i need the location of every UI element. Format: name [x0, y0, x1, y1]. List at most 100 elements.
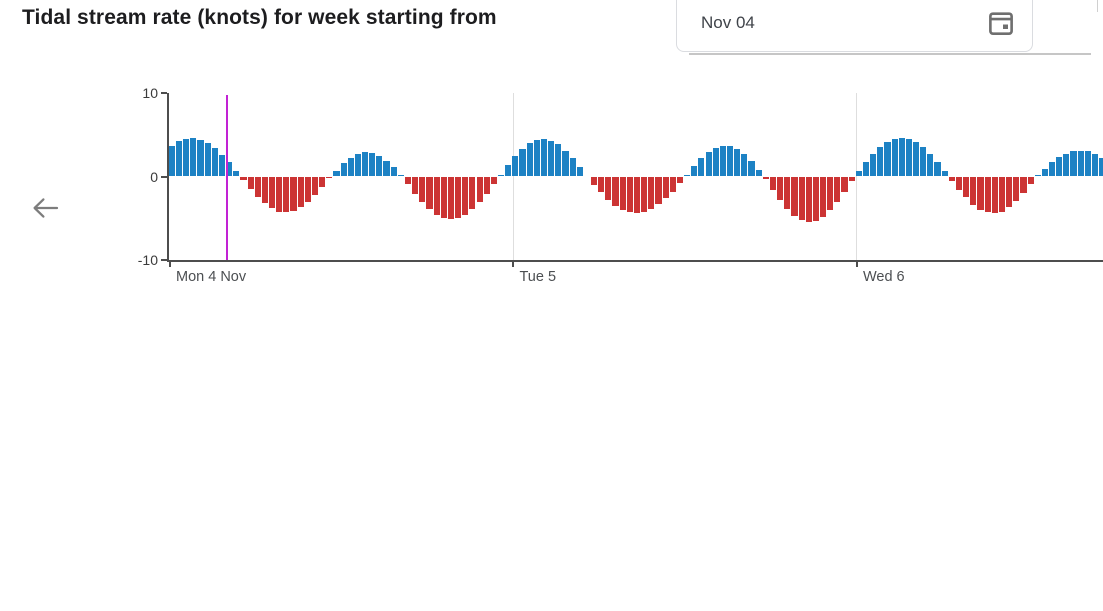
date-input[interactable]: Nov 04 — [676, 0, 1033, 52]
tidal-rate-bar — [1091, 153, 1099, 177]
tidal-rate-bar — [540, 138, 548, 177]
tidal-rate-bar — [469, 176, 476, 210]
tidal-rate-bar — [841, 176, 848, 192]
tidal-rate-bar — [354, 153, 361, 177]
tidal-rate-bar — [218, 154, 226, 177]
tidal-rate-bar — [755, 169, 762, 177]
tidal-rate-bar — [705, 152, 712, 177]
tidal-rate-bar — [311, 176, 319, 195]
tidal-rate-bar — [898, 138, 905, 177]
tidal-rate-bar — [211, 148, 218, 177]
tidal-rate-bar — [533, 139, 540, 177]
tidal-rate-bar — [261, 176, 268, 204]
tidal-rate-bar — [569, 158, 576, 177]
tidal-rate-bar — [905, 138, 912, 177]
tidal-rate-bar — [304, 176, 311, 203]
tidal-rate-bar — [698, 158, 705, 177]
tidal-rate-bar — [769, 176, 777, 190]
arrow-left-icon — [33, 197, 59, 218]
y-axis-tick — [160, 259, 167, 261]
tidal-rate-bar — [998, 176, 1006, 212]
tidal-rate-bar — [347, 158, 354, 177]
tidal-rate-bar — [891, 138, 898, 177]
tidal-rate-bar — [798, 176, 805, 220]
tidal-rate-bar — [955, 176, 963, 190]
tidal-rate-bar — [362, 152, 369, 177]
tidal-rate-bar — [1084, 151, 1091, 177]
prev-week-button[interactable] — [24, 188, 66, 230]
tidal-rate-bar — [204, 143, 211, 177]
tidal-rate-bar — [676, 176, 684, 184]
tidal-rate-bar — [648, 176, 655, 210]
tidal-rate-bar — [276, 176, 283, 212]
tidal-rate-bar — [226, 162, 233, 177]
tidal-rate-bar — [433, 176, 440, 215]
tidal-rate-bar — [762, 176, 769, 179]
tidal-rate-bar — [369, 153, 376, 177]
tidal-rate-bar — [390, 167, 397, 177]
tidal-rate-bar — [633, 176, 641, 214]
tidal-rate-bar — [412, 176, 419, 195]
x-axis-label: Wed 6 — [862, 269, 905, 285]
tidal-rate-bar — [519, 148, 526, 177]
tidal-rate-bar — [655, 176, 662, 205]
tidal-rate-bar — [526, 143, 533, 177]
calendar-icon[interactable] — [986, 8, 1016, 38]
tidal-rate-bar — [834, 176, 841, 202]
tidal-rate-bar — [440, 176, 447, 219]
tidal-rate-bar — [777, 176, 784, 200]
tidal-rate-bar — [870, 153, 877, 177]
tidal-rate-bar — [326, 176, 333, 179]
tidal-rate-bar — [197, 139, 204, 177]
tidal-rate-bar — [548, 140, 555, 177]
tidal-rate-bar — [1070, 151, 1077, 177]
tidal-rate-bar — [612, 176, 619, 206]
tidal-rate-bar — [455, 176, 462, 219]
tidal-rate-bar — [476, 176, 483, 203]
tidal-rate-bar — [1006, 176, 1013, 208]
tidal-rate-bar — [812, 176, 819, 221]
tidal-rate-bar — [741, 153, 748, 177]
y-axis-label: 0 — [150, 168, 158, 185]
tidal-rate-bar — [283, 176, 290, 213]
tidal-rate-bar — [505, 164, 512, 177]
tidal-rate-bar — [977, 176, 984, 210]
tidal-rate-bar — [254, 176, 261, 197]
date-input-value[interactable]: Nov 04 — [701, 13, 755, 32]
tidal-rate-bar — [247, 176, 254, 190]
tidal-rate-bar — [562, 150, 569, 177]
page-title: Tidal stream rate (knots) for week start… — [22, 6, 497, 29]
tidal-rate-bar — [1034, 174, 1041, 177]
tidal-rate-bar — [1077, 150, 1084, 177]
tidal-rate-bar — [877, 147, 884, 177]
tidal-rate-bar — [784, 176, 791, 210]
tidal-rate-bar — [991, 176, 998, 214]
tidal-rate-bar — [734, 148, 741, 177]
tidal-rate-bar — [1063, 153, 1070, 177]
tidal-rate-bar — [512, 156, 519, 177]
tidal-rate-bar — [941, 170, 948, 177]
tidal-rate-bar — [920, 147, 927, 177]
tidal-rate-bar — [791, 176, 798, 216]
tidal-rate-bar — [669, 176, 676, 192]
tidal-rate-bar — [333, 170, 340, 177]
tidal-rate-bar — [268, 176, 276, 209]
tidal-rate-bar — [376, 156, 383, 177]
tidal-rate-bar — [447, 176, 455, 220]
tidal-rate-bar — [290, 176, 297, 211]
tidal-rate-bar — [497, 174, 505, 177]
tidal-rate-bar — [462, 176, 469, 215]
tidal-rate-bar — [748, 161, 755, 177]
tidal-rate-bar — [691, 166, 698, 177]
tidal-rate-bar — [183, 138, 190, 177]
y-axis-line — [166, 92, 169, 262]
tidal-rate-bar — [576, 167, 583, 177]
y-axis-tick — [160, 175, 167, 178]
tidal-rate-bar — [726, 146, 734, 177]
tidal-rate-bar — [641, 176, 648, 213]
tidal-rate-bar — [619, 176, 626, 210]
tidal-rate-bar — [1041, 168, 1048, 177]
tidal-rate-bar — [963, 176, 970, 198]
tidal-rate-bar — [948, 176, 955, 181]
tidal-rate-bar — [1056, 157, 1063, 177]
